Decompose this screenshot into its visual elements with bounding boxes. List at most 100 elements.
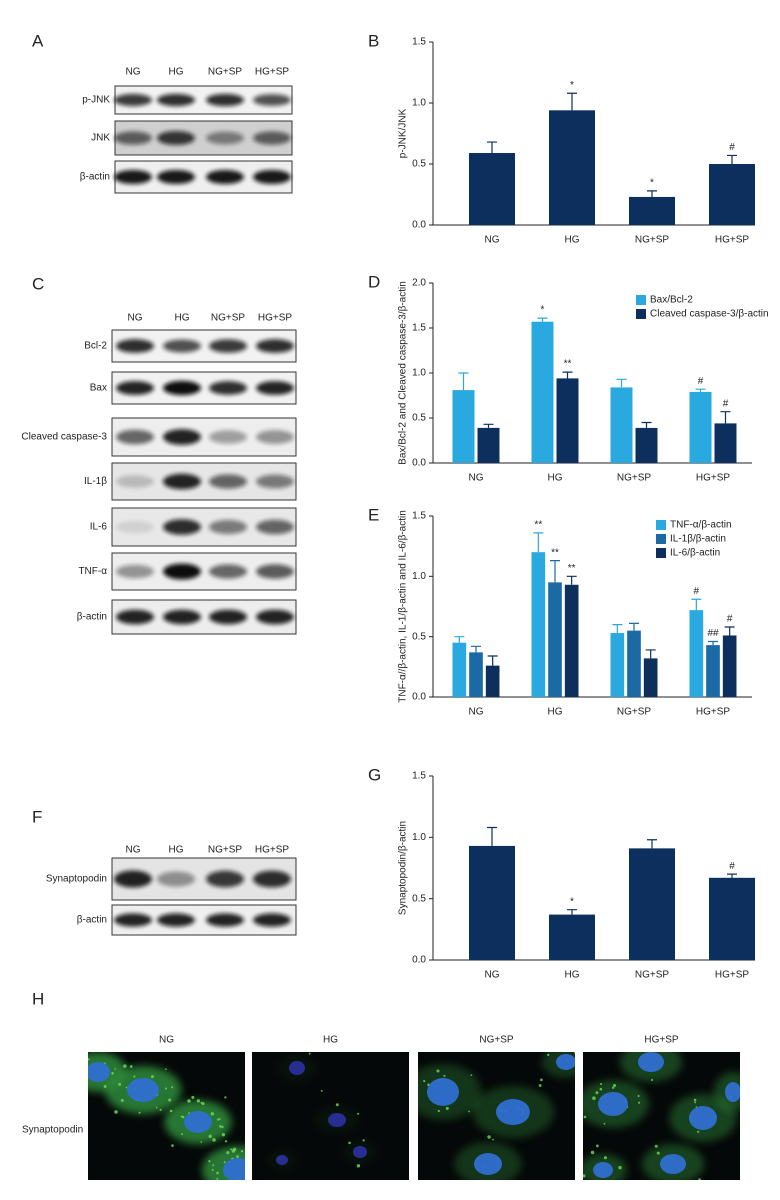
speckle: [103, 1085, 107, 1089]
bar: [452, 390, 475, 463]
speckle: [111, 1072, 114, 1075]
nucleus: [725, 1082, 740, 1102]
legend-swatch: [636, 309, 646, 319]
blot-row-label: TNF-α: [78, 566, 107, 577]
x-tick-label: HG: [548, 473, 563, 484]
speckle: [138, 1111, 141, 1114]
error-bar: [724, 626, 735, 636]
blot-band: [206, 870, 244, 888]
nucleus: [689, 1106, 717, 1130]
nucleus: [328, 1113, 346, 1127]
nucleus: [223, 1158, 245, 1180]
speckle: [133, 1075, 136, 1078]
speckle: [362, 1139, 365, 1142]
blot-band: [253, 913, 291, 927]
speckle: [120, 1098, 124, 1102]
blot-band: [256, 564, 294, 579]
error-bar: [458, 372, 469, 391]
blot-band: [116, 339, 154, 353]
speckle: [257, 1186, 259, 1188]
blot-band: [163, 563, 201, 580]
blot-band: [206, 169, 244, 185]
lane-label: HG+SP: [255, 845, 290, 856]
blot-band: [209, 430, 247, 444]
significance-mark: #: [694, 586, 700, 597]
x-tick-label: NG: [469, 473, 484, 484]
blot-row-label: Synaptopodin: [46, 874, 107, 885]
speckle: [226, 1151, 230, 1155]
error-bar: [550, 560, 560, 583]
bar: [610, 387, 633, 463]
speckle: [236, 1155, 239, 1158]
speckle: [599, 1087, 603, 1091]
bar: [635, 427, 658, 463]
speckle: [155, 1106, 158, 1109]
speckle: [91, 1052, 94, 1053]
y-tick-label: 0.5: [412, 159, 426, 170]
error-bar: [483, 423, 494, 428]
bar: [564, 584, 579, 697]
error-bar: [695, 388, 706, 392]
speckle: [150, 1075, 154, 1079]
error-bar: [537, 317, 548, 322]
bar: [629, 196, 675, 225]
speckle: [470, 1074, 473, 1077]
x-tick-label: NG+SP: [635, 235, 670, 246]
speckle: [230, 1148, 232, 1151]
speckle: [583, 1115, 587, 1119]
legend-swatch: [656, 520, 666, 530]
bar: [689, 610, 704, 697]
blot-row-label: β-actin: [77, 915, 107, 926]
nucleus: [88, 1062, 110, 1082]
speckle: [219, 1125, 222, 1128]
error-bar: [533, 532, 544, 553]
blot-band: [253, 94, 291, 106]
blot-band: [114, 169, 152, 185]
bar: [556, 378, 579, 463]
panel-letter: B: [368, 31, 379, 50]
nucleus: [593, 1162, 613, 1178]
y-tick-label: 1.5: [412, 37, 426, 48]
image-label: HG+SP: [644, 1035, 679, 1046]
bar: [610, 633, 625, 697]
speckle: [595, 1091, 599, 1095]
significance-mark: **: [534, 520, 542, 531]
nucleus: [598, 1092, 628, 1116]
speckle: [547, 1053, 550, 1057]
speckle: [217, 1118, 220, 1121]
blot-band: [157, 871, 195, 887]
significance-mark: #: [723, 398, 729, 409]
nucleus: [353, 1146, 367, 1158]
blot-band: [157, 130, 195, 146]
significance-mark: *: [541, 305, 545, 316]
blot-row-label: IL-6: [90, 522, 108, 533]
micrograph: [418, 1052, 575, 1190]
y-tick-label: 1.5: [412, 323, 426, 334]
speckle: [499, 1187, 502, 1190]
lane-label: NG+SP: [208, 845, 243, 856]
speckle: [168, 1098, 172, 1102]
speckle: [129, 1065, 133, 1068]
speckle: [760, 1085, 762, 1087]
bar: [549, 914, 595, 960]
speckle: [460, 1182, 464, 1186]
panel-letter: H: [32, 989, 44, 1008]
blot-row-label: Bcl-2: [84, 341, 107, 352]
speckle: [492, 1138, 494, 1141]
speckle: [231, 1181, 234, 1184]
speckle: [468, 1110, 470, 1113]
speckle: [165, 1087, 168, 1090]
bar: [706, 645, 720, 697]
speckle: [187, 1099, 191, 1103]
speckle: [620, 1181, 623, 1184]
speckle: [240, 1150, 244, 1153]
y-tick-label: 1.5: [412, 771, 426, 782]
speckle: [698, 1178, 701, 1180]
blot-band: [209, 609, 247, 625]
speckle: [445, 1106, 449, 1110]
speckle: [101, 1052, 103, 1053]
speckle: [348, 1141, 351, 1145]
legend-swatch: [656, 534, 666, 544]
error-bar: [454, 636, 465, 643]
blot-band: [116, 609, 154, 625]
